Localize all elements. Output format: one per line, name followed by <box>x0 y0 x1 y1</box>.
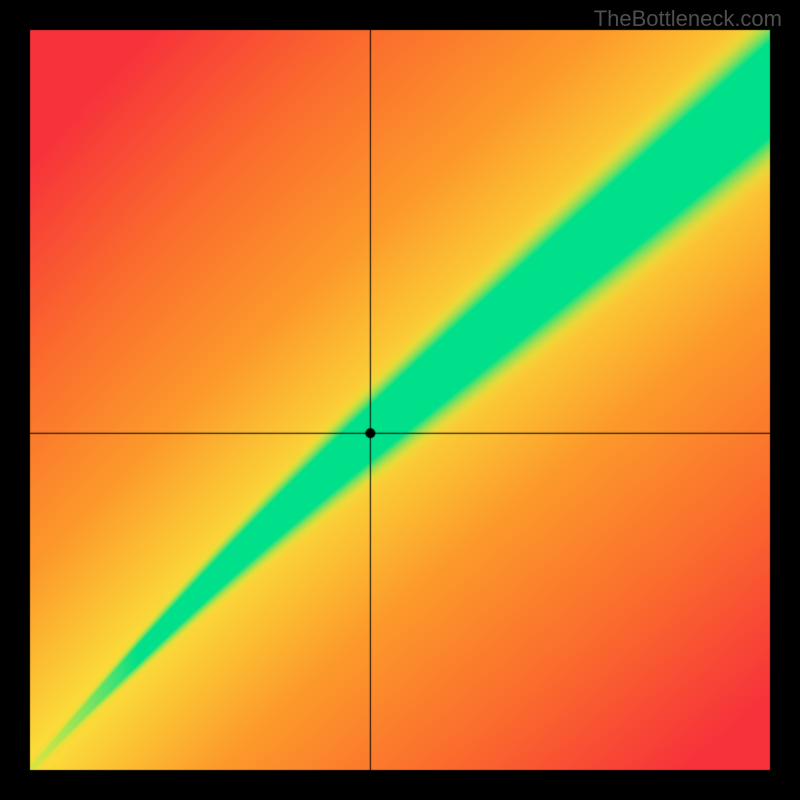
watermark-text: TheBottleneck.com <box>594 6 782 32</box>
bottleneck-heatmap <box>0 0 800 800</box>
chart-container: TheBottleneck.com <box>0 0 800 800</box>
